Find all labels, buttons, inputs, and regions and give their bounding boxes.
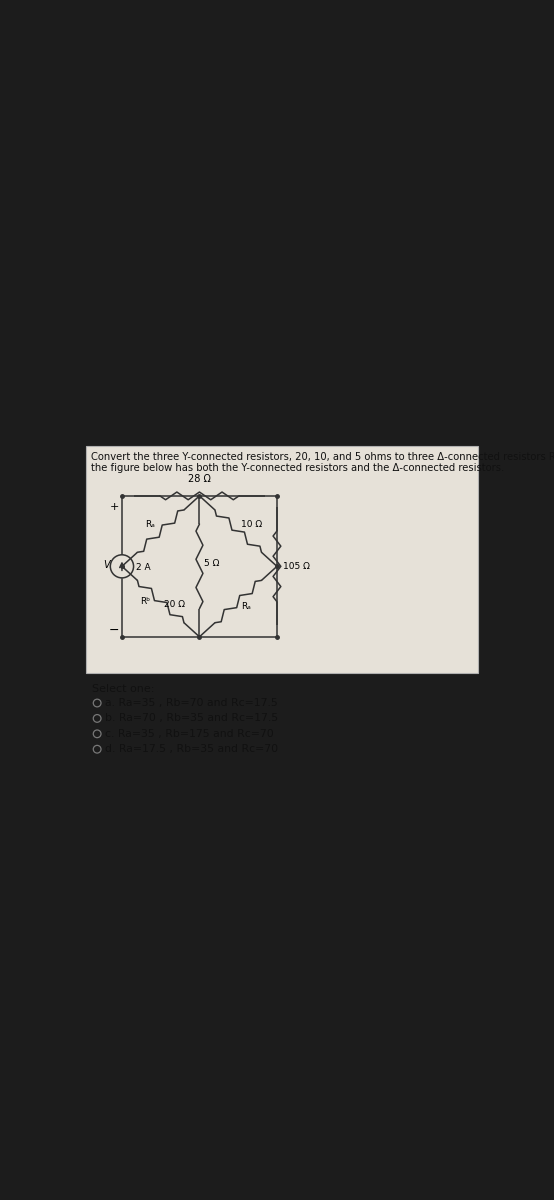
Text: 2 A: 2 A xyxy=(136,563,151,572)
Text: Convert the three Y-connected resistors, 20, 10, and 5 ohms to three Δ-connected: Convert the three Y-connected resistors,… xyxy=(91,452,554,462)
Text: the figure below has both the Y-connected resistors and the Δ-connected resistor: the figure below has both the Y-connecte… xyxy=(91,463,504,473)
Text: +: + xyxy=(110,502,119,511)
Text: Select one:: Select one: xyxy=(93,684,155,694)
Text: 28 Ω: 28 Ω xyxy=(188,474,211,484)
Text: Rᵇ: Rᵇ xyxy=(140,598,150,606)
Text: a. Ra=35 , Rb=70 and Rc=17.5: a. Ra=35 , Rb=70 and Rc=17.5 xyxy=(105,698,278,708)
Text: c. Ra=35 , Rb=175 and Rc=70: c. Ra=35 , Rb=175 and Rc=70 xyxy=(105,728,274,739)
FancyBboxPatch shape xyxy=(86,446,479,673)
Text: b. Ra=70 , Rb=35 and Rc=17.5: b. Ra=70 , Rb=35 and Rc=17.5 xyxy=(105,714,278,724)
Text: d. Ra=17.5 , Rb=35 and Rc=70: d. Ra=17.5 , Rb=35 and Rc=70 xyxy=(105,744,278,755)
Text: −: − xyxy=(109,624,120,637)
Text: 20 Ω: 20 Ω xyxy=(164,600,185,610)
Text: Rₐ: Rₐ xyxy=(145,521,155,529)
Text: 10 Ω: 10 Ω xyxy=(242,521,263,529)
Text: 105 Ω: 105 Ω xyxy=(283,562,310,571)
Text: Rₐ: Rₐ xyxy=(242,601,251,611)
Text: 5 Ω: 5 Ω xyxy=(204,559,219,568)
Text: V: V xyxy=(103,560,110,570)
